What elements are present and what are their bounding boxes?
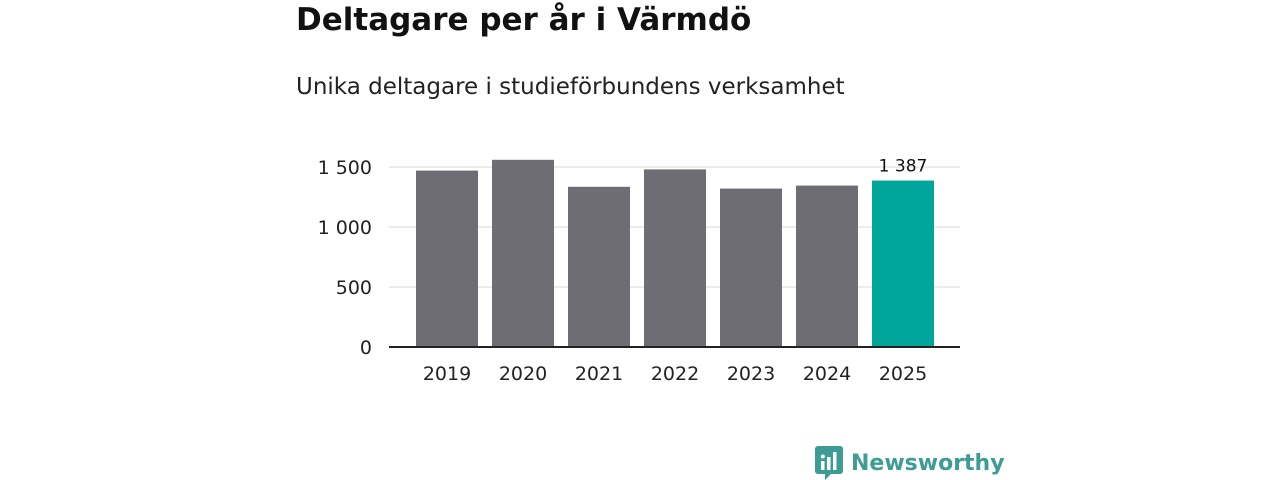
bar-2021 (568, 186, 630, 347)
x-tick-label: 2022 (651, 363, 699, 385)
y-tick-label: 0 (360, 337, 372, 359)
bar-2024 (796, 185, 858, 347)
x-tick-label: 2025 (879, 363, 927, 385)
x-tick-label: 2020 (499, 363, 547, 385)
bar-2025 (872, 180, 934, 347)
newsworthy-logo-icon (815, 446, 843, 480)
y-tick-label: 1 500 (318, 157, 372, 179)
newsworthy-wordmark: Newsworthy (851, 450, 1005, 476)
x-tick-label: 2024 (803, 363, 851, 385)
y-tick-label: 500 (336, 277, 372, 299)
bar-2023 (720, 188, 782, 347)
bar-2019 (416, 170, 478, 347)
y-tick-label: 1 000 (318, 217, 372, 239)
bar-2020 (492, 159, 554, 347)
data-label: 1 387 (879, 157, 928, 177)
chart-subtitle: Unika deltagare i studieförbundens verks… (296, 74, 845, 100)
x-tick-label: 2021 (575, 363, 623, 385)
chart-title: Deltagare per år i Värmdö (296, 2, 752, 38)
bar-2022 (644, 169, 706, 347)
x-tick-label: 2019 (423, 363, 471, 385)
x-tick-label: 2023 (727, 363, 775, 385)
newsworthy-logo: Newsworthy (815, 446, 1005, 480)
